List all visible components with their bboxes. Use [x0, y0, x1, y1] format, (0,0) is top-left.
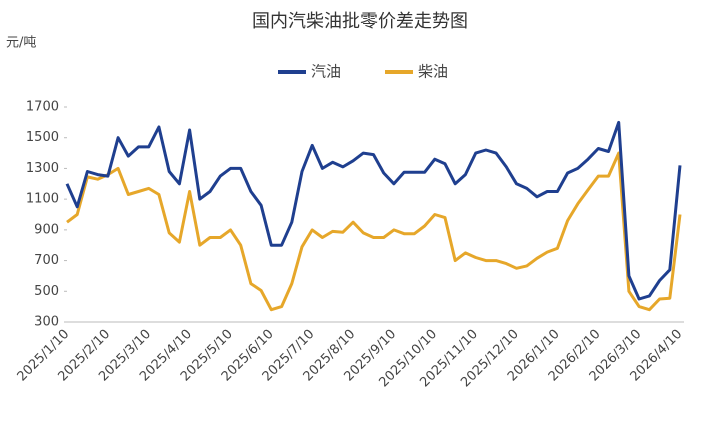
y-tick-label: 700: [34, 253, 59, 268]
y-tick-label: 1500: [26, 130, 59, 145]
y-tick-label: 500: [34, 284, 59, 299]
data-line: [65, 120, 682, 301]
chart-title: 国内汽柴油批零价差走势图: [252, 11, 468, 32]
y-tick-label: 1700: [26, 100, 59, 115]
legend-label: 柴油: [418, 63, 448, 81]
data-line: [66, 151, 682, 312]
y-tick-label: 300: [34, 315, 59, 330]
y-tick-label: 1300: [26, 161, 59, 176]
legend-label: 汽油: [311, 63, 341, 81]
y-tick-label: 900: [34, 222, 59, 237]
y-tick-label: 1100: [26, 192, 59, 207]
y-axis-label: 元/吨: [6, 36, 36, 51]
